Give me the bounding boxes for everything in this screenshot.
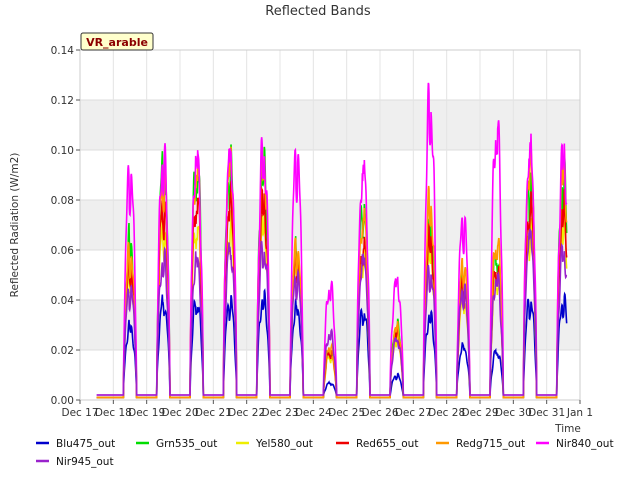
y-tick-label: 0.02	[51, 345, 74, 357]
x-tick-label: Dec 28	[428, 407, 465, 419]
x-tick-label: Dec 25	[328, 407, 365, 419]
x-axis-label: Time	[554, 423, 581, 435]
x-tick-label: Dec 20	[161, 407, 198, 419]
site-tag-label: VR_arable	[86, 36, 148, 49]
y-tick-label: 0.06	[51, 245, 75, 257]
x-tick-label: Dec 27	[395, 407, 432, 419]
plot-band	[80, 100, 580, 150]
site-tag: VR_arable	[80, 32, 154, 51]
plot-frame	[79, 49, 581, 401]
x-tick-label: Dec 26	[361, 407, 398, 419]
x-tick-label: Dec 22	[228, 407, 265, 419]
chart-title: Reflected Bands	[265, 4, 371, 19]
legend-label: Blu475_out	[56, 438, 115, 450]
y-tick-label: 0.08	[51, 195, 74, 207]
y-tick-label: 0.04	[51, 295, 75, 307]
x-tick-label: Dec 31	[528, 407, 565, 419]
legend-label: Nir840_out	[556, 438, 614, 450]
legend: Blu475_out Grn535_out Yel580_out Red655_out…	[36, 438, 614, 468]
legend-label: Nir945_out	[56, 456, 114, 468]
series-line-redg715_out	[96, 141, 568, 399]
series-layer	[96, 82, 568, 399]
x-tick-label: Dec 23	[261, 407, 298, 419]
plot-band	[80, 300, 580, 350]
y-tick-label: 0.12	[51, 95, 74, 107]
site-tag-box	[80, 32, 154, 51]
x-tick-label: Dec 18	[95, 407, 132, 419]
series-line-nir945_out	[96, 228, 568, 396]
y-tick-label: 0.10	[51, 145, 74, 157]
x-tick-label: Jan 1	[566, 407, 593, 419]
legend-label: Redg715_out	[456, 438, 525, 450]
x-tick-label: Dec 29	[461, 407, 498, 419]
y-tick-label: 0.14	[51, 45, 75, 57]
background-bands	[80, 50, 580, 400]
plot-band	[80, 200, 580, 250]
y-axis-ticks: 0.00 0.02 0.04 0.06 0.08 0.10 0.12 0.14	[51, 45, 80, 407]
y-tick-label: 0.00	[51, 395, 74, 407]
legend-label: Yel580_out	[255, 438, 313, 450]
x-tick-label: Dec 19	[128, 407, 165, 419]
legend-label: Red655_out	[356, 438, 418, 450]
legend-label: Grn535_out	[156, 438, 217, 450]
x-tick-label: Dec 17	[61, 407, 98, 419]
x-tick-label: Dec 21	[195, 407, 232, 419]
y-axis-label: Reflected Radiation (W/m2)	[9, 153, 21, 298]
x-tick-label: Dec 24	[295, 407, 332, 419]
x-tick-label: Dec 30	[495, 407, 532, 419]
